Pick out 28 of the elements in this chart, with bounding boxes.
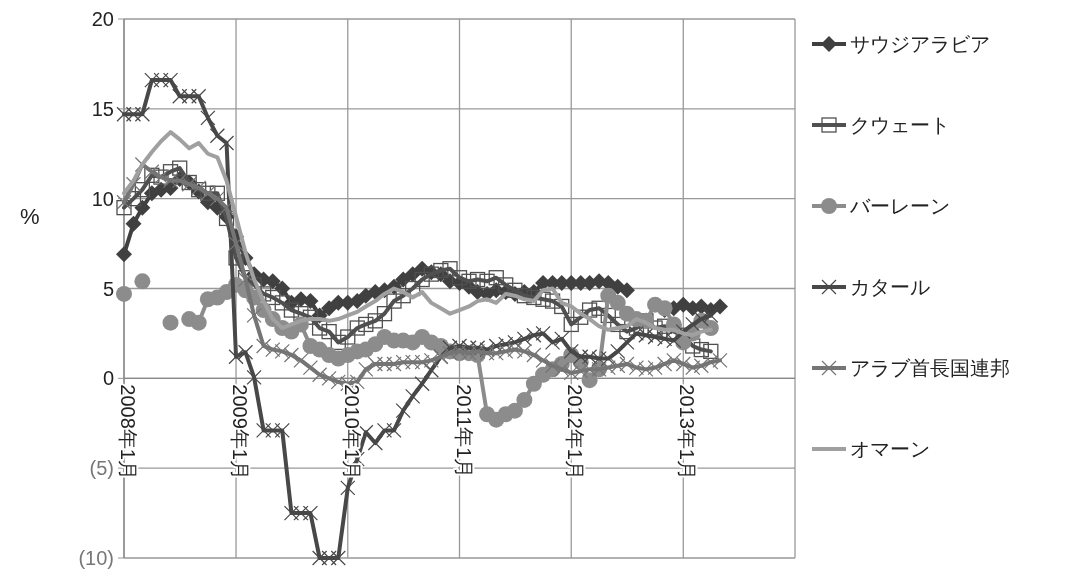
legend-label: クウェート [850,114,950,136]
point [116,285,132,302]
point [190,314,207,331]
y-tick-label: 15 [91,97,114,120]
legend-label: サウジアラビア [850,33,990,55]
point [506,402,523,419]
point [162,314,179,331]
x-tick-label: 2010年1月 [340,384,363,480]
x-tick-label: 2013年1月 [676,384,699,480]
x-tick-label: 2009年1月 [229,384,252,480]
y-tick-label: 0 [102,367,114,390]
y-tick-label: (10) [78,547,114,569]
y-tick-label: 20 [91,8,114,30]
y-tick-label: 5 [102,277,114,300]
point [609,294,626,311]
point [134,273,151,290]
y-tick-label: (5) [89,457,114,480]
legend-label: アラブ首長国連邦 [850,357,1010,379]
legend-label: バーレーン [849,195,950,217]
y-tick-label: 10 [91,187,114,210]
legend-label: カタール [850,276,930,298]
x-tick-label: 2008年1月 [117,384,139,480]
point [516,391,533,408]
x-tick-label: 2011年1月 [452,384,475,479]
x-tick-label: 2012年1月 [564,384,587,480]
point [525,375,542,392]
y-axis-title: % [20,204,40,230]
legend-label: オマーン [850,438,930,460]
